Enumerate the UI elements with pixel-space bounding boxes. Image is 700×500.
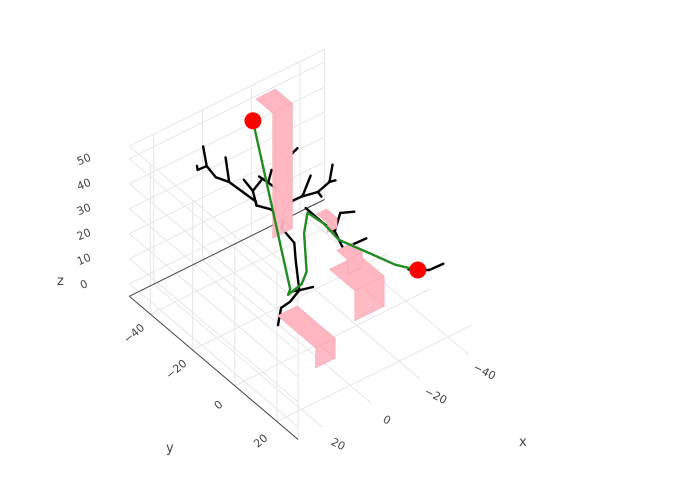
y-tick-label: −40 bbox=[121, 321, 147, 346]
obstacle-face bbox=[255, 88, 293, 114]
tree-edge bbox=[298, 285, 315, 292]
y-tick-label: −20 bbox=[163, 357, 189, 382]
grid-edge bbox=[129, 49, 325, 147]
grid-line-x bbox=[202, 259, 372, 404]
x-axis-title: x bbox=[519, 435, 527, 450]
obstacle-face bbox=[328, 254, 385, 292]
tree-edge bbox=[279, 300, 292, 310]
obstacle-box bbox=[277, 305, 336, 369]
grid-line-x bbox=[250, 235, 421, 380]
tree-edge bbox=[214, 176, 231, 184]
z-tick-label: 50 bbox=[75, 151, 93, 168]
tree-edge bbox=[195, 164, 199, 172]
x-tick-label: −20 bbox=[422, 385, 449, 407]
tree-edge bbox=[316, 190, 323, 198]
grid-line-z bbox=[128, 233, 299, 378]
y-tick-label: 20 bbox=[251, 431, 270, 450]
axis-line bbox=[128, 295, 299, 440]
tree-edge bbox=[251, 177, 264, 193]
grid-line-x bbox=[153, 283, 323, 428]
tree-edge bbox=[300, 190, 320, 198]
grid-line-y bbox=[150, 216, 346, 315]
grid-line-z bbox=[129, 186, 325, 285]
tree-edge bbox=[328, 179, 337, 184]
grid-line-z bbox=[128, 283, 299, 428]
tree-edge bbox=[227, 180, 244, 193]
planned-path bbox=[251, 120, 419, 296]
grid-edge bbox=[128, 145, 299, 290]
path-line bbox=[251, 120, 419, 296]
grid-line-z bbox=[128, 183, 299, 328]
tree-edge bbox=[196, 164, 208, 172]
x-tick-label: 20 bbox=[329, 435, 347, 453]
search-tree bbox=[195, 145, 445, 327]
tree-edge bbox=[201, 145, 208, 168]
tree-edge bbox=[266, 168, 273, 184]
tree-edge bbox=[242, 178, 255, 193]
goal-marker bbox=[409, 261, 427, 279]
obstacle-box bbox=[328, 254, 385, 322]
z-tick-label: 20 bbox=[75, 226, 93, 243]
start-marker bbox=[244, 112, 262, 130]
obstacle-face bbox=[277, 305, 336, 349]
x-tick-label: −40 bbox=[471, 361, 498, 383]
z-axis-title: z bbox=[57, 274, 64, 289]
tree-edge bbox=[339, 210, 356, 215]
tree-edge bbox=[293, 241, 297, 262]
z-tick-label: 30 bbox=[75, 201, 93, 218]
grid-line-y bbox=[276, 324, 473, 423]
tree-edge bbox=[328, 163, 334, 184]
y-tick-label: 0 bbox=[212, 398, 226, 412]
z-tick-label: 40 bbox=[75, 176, 93, 193]
grid-line-z bbox=[129, 61, 325, 160]
tree-edge bbox=[289, 289, 301, 303]
obstacle-face bbox=[316, 208, 338, 224]
x-tick-label: 0 bbox=[381, 413, 393, 428]
tree-edge bbox=[428, 262, 445, 272]
tree-edge bbox=[302, 174, 312, 196]
obstacles bbox=[255, 88, 385, 369]
grid-line-x bbox=[299, 211, 470, 356]
tree-edge bbox=[351, 237, 368, 246]
tree-edge bbox=[316, 180, 331, 194]
z-tick-label: 10 bbox=[75, 251, 93, 268]
tree-edge bbox=[255, 204, 272, 211]
tree-edge bbox=[205, 164, 218, 179]
grid-line-z bbox=[128, 158, 299, 303]
grid-lines bbox=[128, 49, 473, 440]
z-tick-label: 0 bbox=[78, 277, 89, 292]
tree-edge bbox=[241, 190, 257, 203]
y-axis-title: y bbox=[166, 441, 174, 456]
tree-edge bbox=[224, 156, 231, 184]
grid-line-z bbox=[128, 208, 299, 353]
endpoint-markers bbox=[244, 112, 427, 279]
tree-edge bbox=[251, 189, 258, 207]
obstacle-box bbox=[255, 88, 293, 239]
